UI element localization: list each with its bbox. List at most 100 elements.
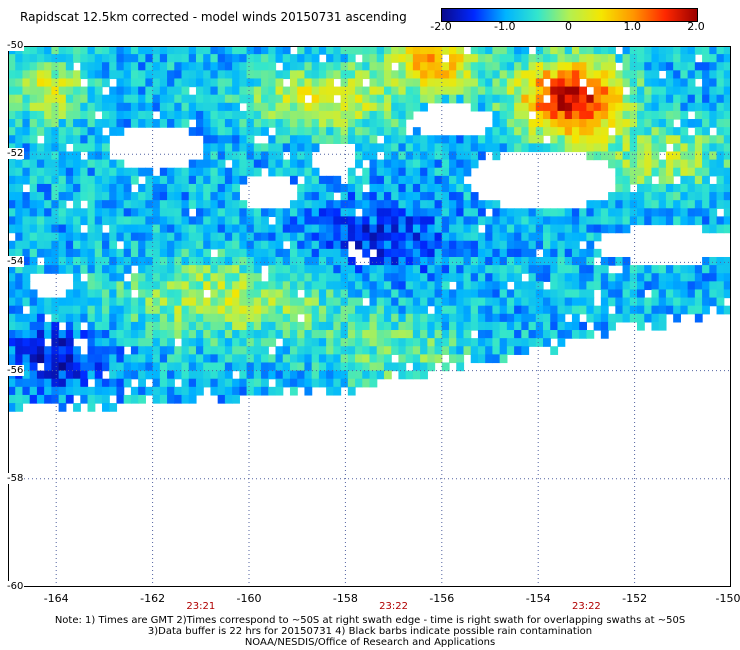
wind-difference-cell <box>181 240 190 250</box>
wind-difference-cell <box>702 102 710 112</box>
wind-difference-cell <box>463 86 472 96</box>
wind-difference-cell <box>101 62 110 71</box>
wind-difference-cell <box>282 119 291 128</box>
wind-difference-cell <box>174 62 183 71</box>
wind-difference-cell <box>304 386 313 396</box>
wind-difference-cell <box>304 216 313 226</box>
wind-difference-cell <box>87 313 96 323</box>
wind-difference-cell <box>383 232 392 242</box>
wind-difference-cell <box>94 281 103 291</box>
wind-difference-cell <box>297 321 306 331</box>
wind-difference-cell <box>326 216 334 226</box>
wind-difference-cell <box>311 46 320 55</box>
wind-difference-cell <box>412 200 421 209</box>
wind-difference-cell <box>543 338 551 347</box>
wind-difference-cell <box>159 394 168 404</box>
wind-difference-cell <box>261 110 269 120</box>
wind-difference-cell <box>123 362 132 372</box>
wind-difference-cell <box>282 143 291 153</box>
wind-difference-cell <box>506 256 515 266</box>
wind-difference-cell <box>369 175 378 185</box>
wind-difference-cell <box>80 62 89 71</box>
wind-difference-cell <box>232 362 240 372</box>
wind-difference-cell <box>210 216 219 226</box>
wind-difference-cell <box>709 62 718 71</box>
wind-difference-cell <box>268 256 277 266</box>
wind-difference-cell <box>412 354 421 364</box>
wind-difference-cell <box>318 175 327 185</box>
wind-difference-cell <box>441 78 450 88</box>
wind-difference-cell <box>550 62 559 71</box>
wind-difference-cell <box>514 313 522 323</box>
wind-difference-cell <box>383 305 392 315</box>
wind-difference-cell <box>326 305 334 315</box>
wind-difference-cell <box>73 281 81 291</box>
wind-difference-cell <box>514 273 522 282</box>
wind-difference-cell <box>369 313 378 323</box>
wind-difference-cell <box>94 370 103 380</box>
wind-difference-cell <box>138 313 146 323</box>
wind-difference-cell <box>535 216 544 226</box>
wind-difference-cell <box>477 321 486 331</box>
wind-difference-cell <box>217 54 226 63</box>
wind-difference-cell <box>188 265 197 274</box>
wind-difference-cell <box>680 175 689 185</box>
wind-difference-cell <box>246 305 255 315</box>
wind-difference-cell <box>174 273 183 282</box>
wind-difference-cell <box>557 281 566 291</box>
wind-difference-cell <box>101 346 110 355</box>
wind-difference-cell <box>224 256 233 266</box>
wind-difference-cell <box>456 216 465 226</box>
wind-difference-cell <box>36 224 45 234</box>
wind-difference-cell <box>29 338 38 347</box>
wind-difference-cell <box>441 232 450 242</box>
wind-difference-cell <box>101 297 110 307</box>
wind-difference-cell <box>673 46 681 55</box>
wind-difference-cell <box>224 240 233 250</box>
wind-difference-cell <box>51 346 60 355</box>
wind-difference-cell <box>210 86 219 96</box>
wind-difference-cell <box>600 224 609 234</box>
wind-difference-cell <box>261 143 269 153</box>
wind-difference-cell <box>275 78 284 88</box>
wind-difference-cell <box>8 224 16 234</box>
wind-difference-cell <box>564 265 573 274</box>
wind-difference-cell <box>318 321 327 331</box>
wind-difference-cell <box>514 330 522 339</box>
wind-difference-cell <box>58 46 67 55</box>
wind-difference-cell <box>369 240 378 250</box>
wind-difference-cell <box>109 119 118 128</box>
wind-difference-cell <box>449 232 457 242</box>
wind-difference-cell <box>145 273 154 282</box>
wind-difference-cell <box>289 70 298 80</box>
wind-difference-cell <box>239 46 248 55</box>
wind-difference-cell <box>44 135 52 144</box>
wind-difference-cell <box>224 224 233 234</box>
wind-difference-cell <box>600 305 609 315</box>
wind-difference-cell <box>434 354 443 364</box>
wind-difference-cell <box>398 273 407 282</box>
wind-difference-cell <box>535 273 544 282</box>
wind-difference-cell <box>369 256 378 266</box>
wind-difference-cell <box>246 62 255 71</box>
wind-difference-cell <box>8 330 16 339</box>
wind-difference-cell <box>463 159 472 169</box>
wind-difference-cell <box>427 265 436 274</box>
wind-difference-cell <box>340 119 349 128</box>
wind-difference-cell <box>521 313 530 323</box>
wind-difference-cell <box>44 394 52 404</box>
wind-difference-cell <box>116 305 125 315</box>
wind-difference-cell <box>282 127 291 136</box>
wind-difference-cell <box>203 370 212 380</box>
wind-difference-cell <box>391 273 400 282</box>
wind-difference-cell <box>261 240 269 250</box>
wind-difference-cell <box>579 208 587 218</box>
wind-difference-cell <box>369 338 378 347</box>
wind-difference-cell <box>340 354 349 364</box>
wind-difference-cell <box>29 386 38 396</box>
wind-difference-cell <box>449 208 457 218</box>
wind-difference-cell <box>130 313 139 323</box>
wind-difference-cell <box>311 354 320 364</box>
wind-difference-cell <box>543 62 551 71</box>
wind-difference-cell <box>622 273 631 282</box>
